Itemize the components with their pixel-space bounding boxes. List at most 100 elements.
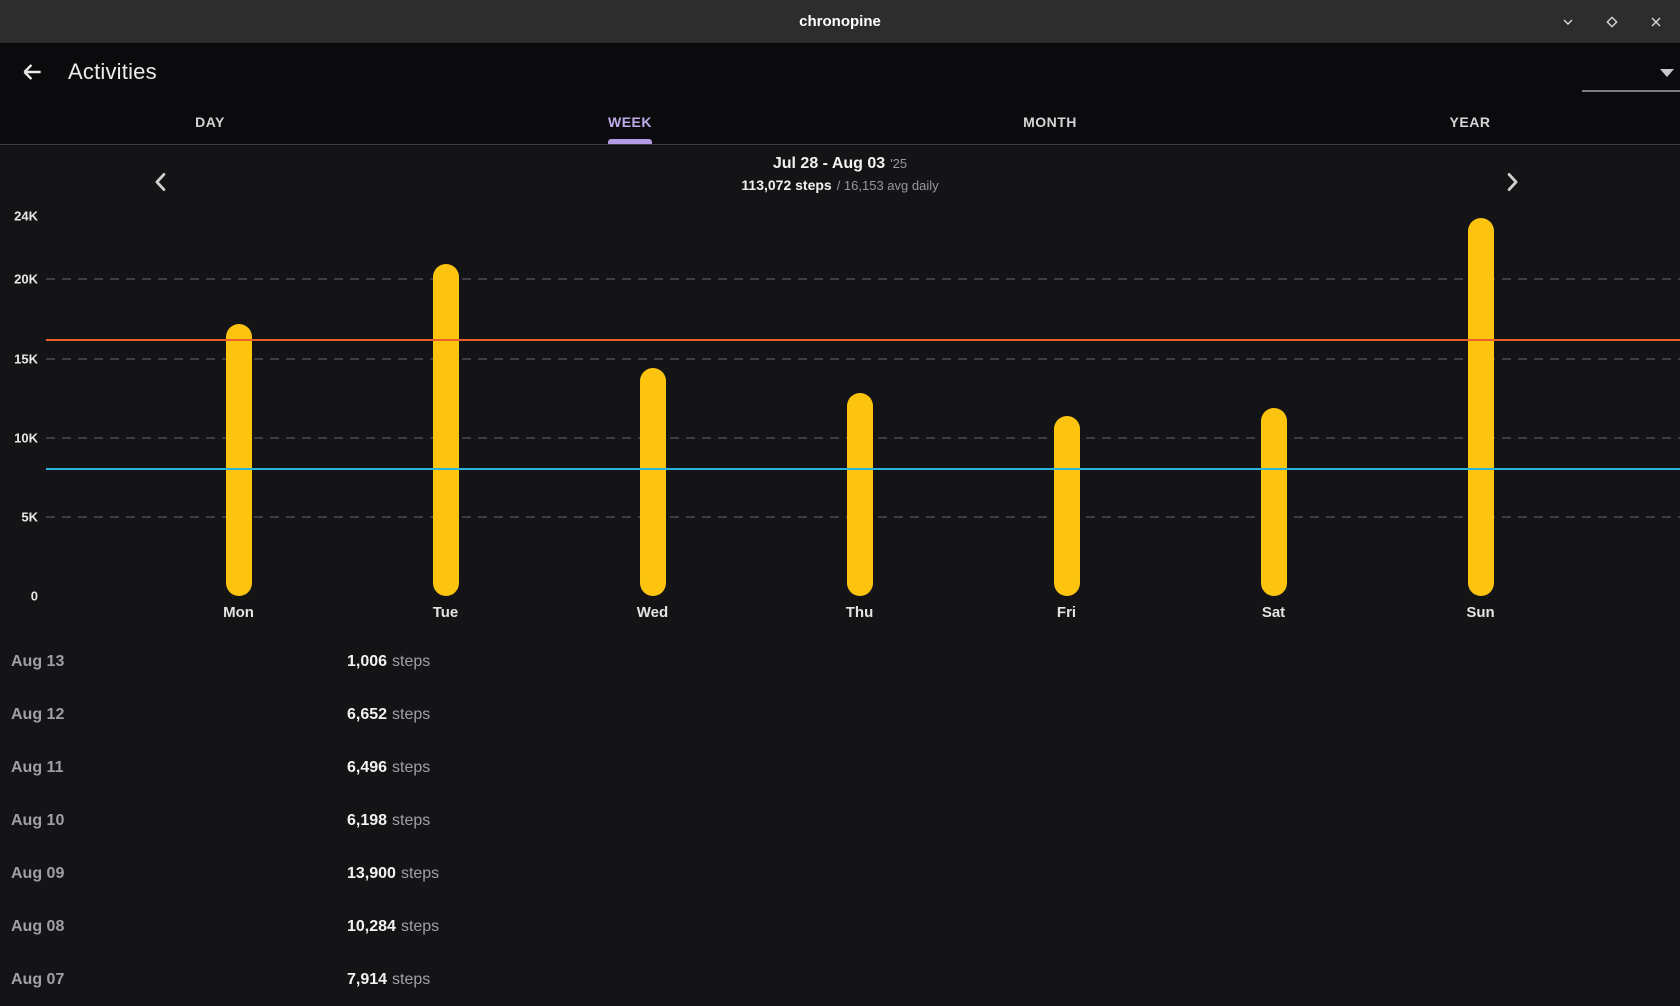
y-axis-label: 20K [14,271,38,287]
history-row[interactable]: Aug 12 6,652 steps [0,688,1680,741]
active-tab-indicator [608,139,652,144]
period-date-range: Jul 28 - Aug 03 [772,155,886,172]
dropdown-caret-icon [1660,69,1674,78]
bar-column-fri [963,216,1170,596]
previous-week-button[interactable] [145,166,177,198]
back-button[interactable] [14,54,50,90]
x-axis-label-wed: Wed [636,604,669,621]
history-steps-value: 7,914 [347,970,388,988]
period-total-steps: 113,072 steps [741,177,832,193]
history-steps-unit: steps [392,811,431,829]
period-steps-line: 113,072 steps / 16,153 avg daily [0,177,1680,193]
y-axis-label: 10K [14,430,38,446]
y-axis-label: 15K [14,351,38,366]
activity-type-select[interactable] [1582,60,1680,93]
page-title: Activities [68,59,157,84]
history-steps-value: 6,496 [347,758,388,776]
history-date: Aug 11 [11,758,64,776]
chart-bars [135,216,1584,596]
chevron-right-icon [1498,168,1526,196]
x-axis-label-sun: Sun [1466,604,1495,621]
window-titlebar: chronopine [0,0,1680,44]
history-date: Aug 07 [11,970,65,988]
steps-bar-wed[interactable] [639,368,666,596]
tab-month[interactable]: MONTH [840,100,1260,144]
tab-day[interactable]: DAY [0,100,420,144]
chart-day-labels: Mon Tue Wed Thu Fri Sat Sun [135,604,1584,621]
history-row[interactable]: Aug 13 1,006 steps [0,635,1680,688]
history-date: Aug 13 [11,652,65,670]
history-row[interactable]: Aug 08 10,284 steps [0,900,1680,953]
history-steps-value: 10,284 [347,917,396,935]
history-date: Aug 12 [11,705,65,723]
gridline-20k [46,278,1680,281]
maximize-button[interactable] [1598,8,1626,36]
y-axis-label: 24K [14,208,38,224]
y-axis-label: 5K [21,509,38,525]
diamond-icon [1604,14,1620,30]
avg-daily-line [46,339,1680,342]
period-summary: Jul 28 - Aug 03 '25 113,072 steps / 16,153… [0,155,1680,193]
bar-column-sat [1170,216,1377,596]
history-list: Aug 13 1,006 steps Aug 12 6,652 steps Aug 11 6,… [0,635,1680,1006]
arrow-left-icon [19,59,45,85]
steps-bar-sat[interactable] [1260,407,1287,596]
steps-bar-thu[interactable] [846,393,873,596]
tab-week[interactable]: WEEK [420,100,840,144]
bar-column-tue [342,216,549,596]
minimize-button[interactable] [1554,8,1582,36]
history-steps-unit: steps [400,917,440,935]
period-year: '25 [890,156,908,171]
app-header: Activities [0,44,1680,100]
period-avg-daily: / 16,153 avg daily [836,178,939,193]
x-axis-label-mon: Mon [223,604,254,621]
bar-column-wed [549,216,756,596]
close-button[interactable] [1642,8,1670,36]
steps-bar-fri[interactable] [1053,415,1080,596]
steps-bar-tue[interactable] [432,263,459,596]
y-axis-label: 0 [30,588,38,604]
history-steps-unit: steps [392,758,431,776]
history-steps-unit: steps [392,705,431,723]
steps-bar-sun[interactable] [1467,217,1494,596]
history-steps-unit: steps [392,970,431,988]
x-axis-label-fri: Fri [1056,604,1077,621]
history-date: Aug 10 [11,811,65,829]
history-steps-unit: steps [392,652,431,670]
history-date: Aug 08 [11,917,65,935]
x-axis-label-sat: Sat [1261,604,1286,621]
bar-column-thu [756,216,963,596]
chevron-left-icon [147,168,175,196]
chart-section: Jul 28 - Aug 03 '25 113,072 steps / 16,153… [0,145,1680,635]
tab-label: YEAR [1449,114,1491,130]
tab-label: MONTH [1023,114,1077,130]
gridline-15k [46,357,1680,360]
history-steps-value: 13,900 [347,864,396,882]
history-row[interactable]: Aug 07 7,914 steps [0,953,1680,1006]
history-steps-unit: steps [400,864,440,882]
history-date: Aug 09 [11,864,65,882]
bar-column-mon [135,216,342,596]
next-week-button[interactable] [1496,166,1528,198]
x-axis-label-tue: Tue [432,604,459,621]
history-steps-value: 1,006 [347,652,388,670]
history-row[interactable]: Aug 09 13,900 steps [0,847,1680,900]
chevron-down-icon [1560,14,1576,30]
tab-label: WEEK [608,114,652,130]
history-steps-value: 6,652 [347,705,388,723]
history-row[interactable]: Aug 10 6,198 steps [0,794,1680,847]
close-icon [1648,14,1664,30]
tab-year[interactable]: YEAR [1260,100,1680,144]
history-row[interactable]: Aug 11 6,496 steps [0,741,1680,794]
goal-line [46,468,1680,471]
x-axis-label-thu: Thu [845,604,874,621]
chart-plot: 0 5K 10K 15K 20K 24K [0,210,1680,603]
window-controls [1554,0,1670,43]
history-steps-value: 6,198 [347,811,388,829]
tab-bar: DAY WEEK MONTH YEAR [0,100,1680,145]
tab-label: DAY [195,114,225,130]
bar-column-sun [1377,216,1584,596]
window-title: chronopine [799,13,881,30]
period-date-range-line: Jul 28 - Aug 03 '25 [0,155,1680,173]
steps-bar-mon[interactable] [225,323,252,596]
